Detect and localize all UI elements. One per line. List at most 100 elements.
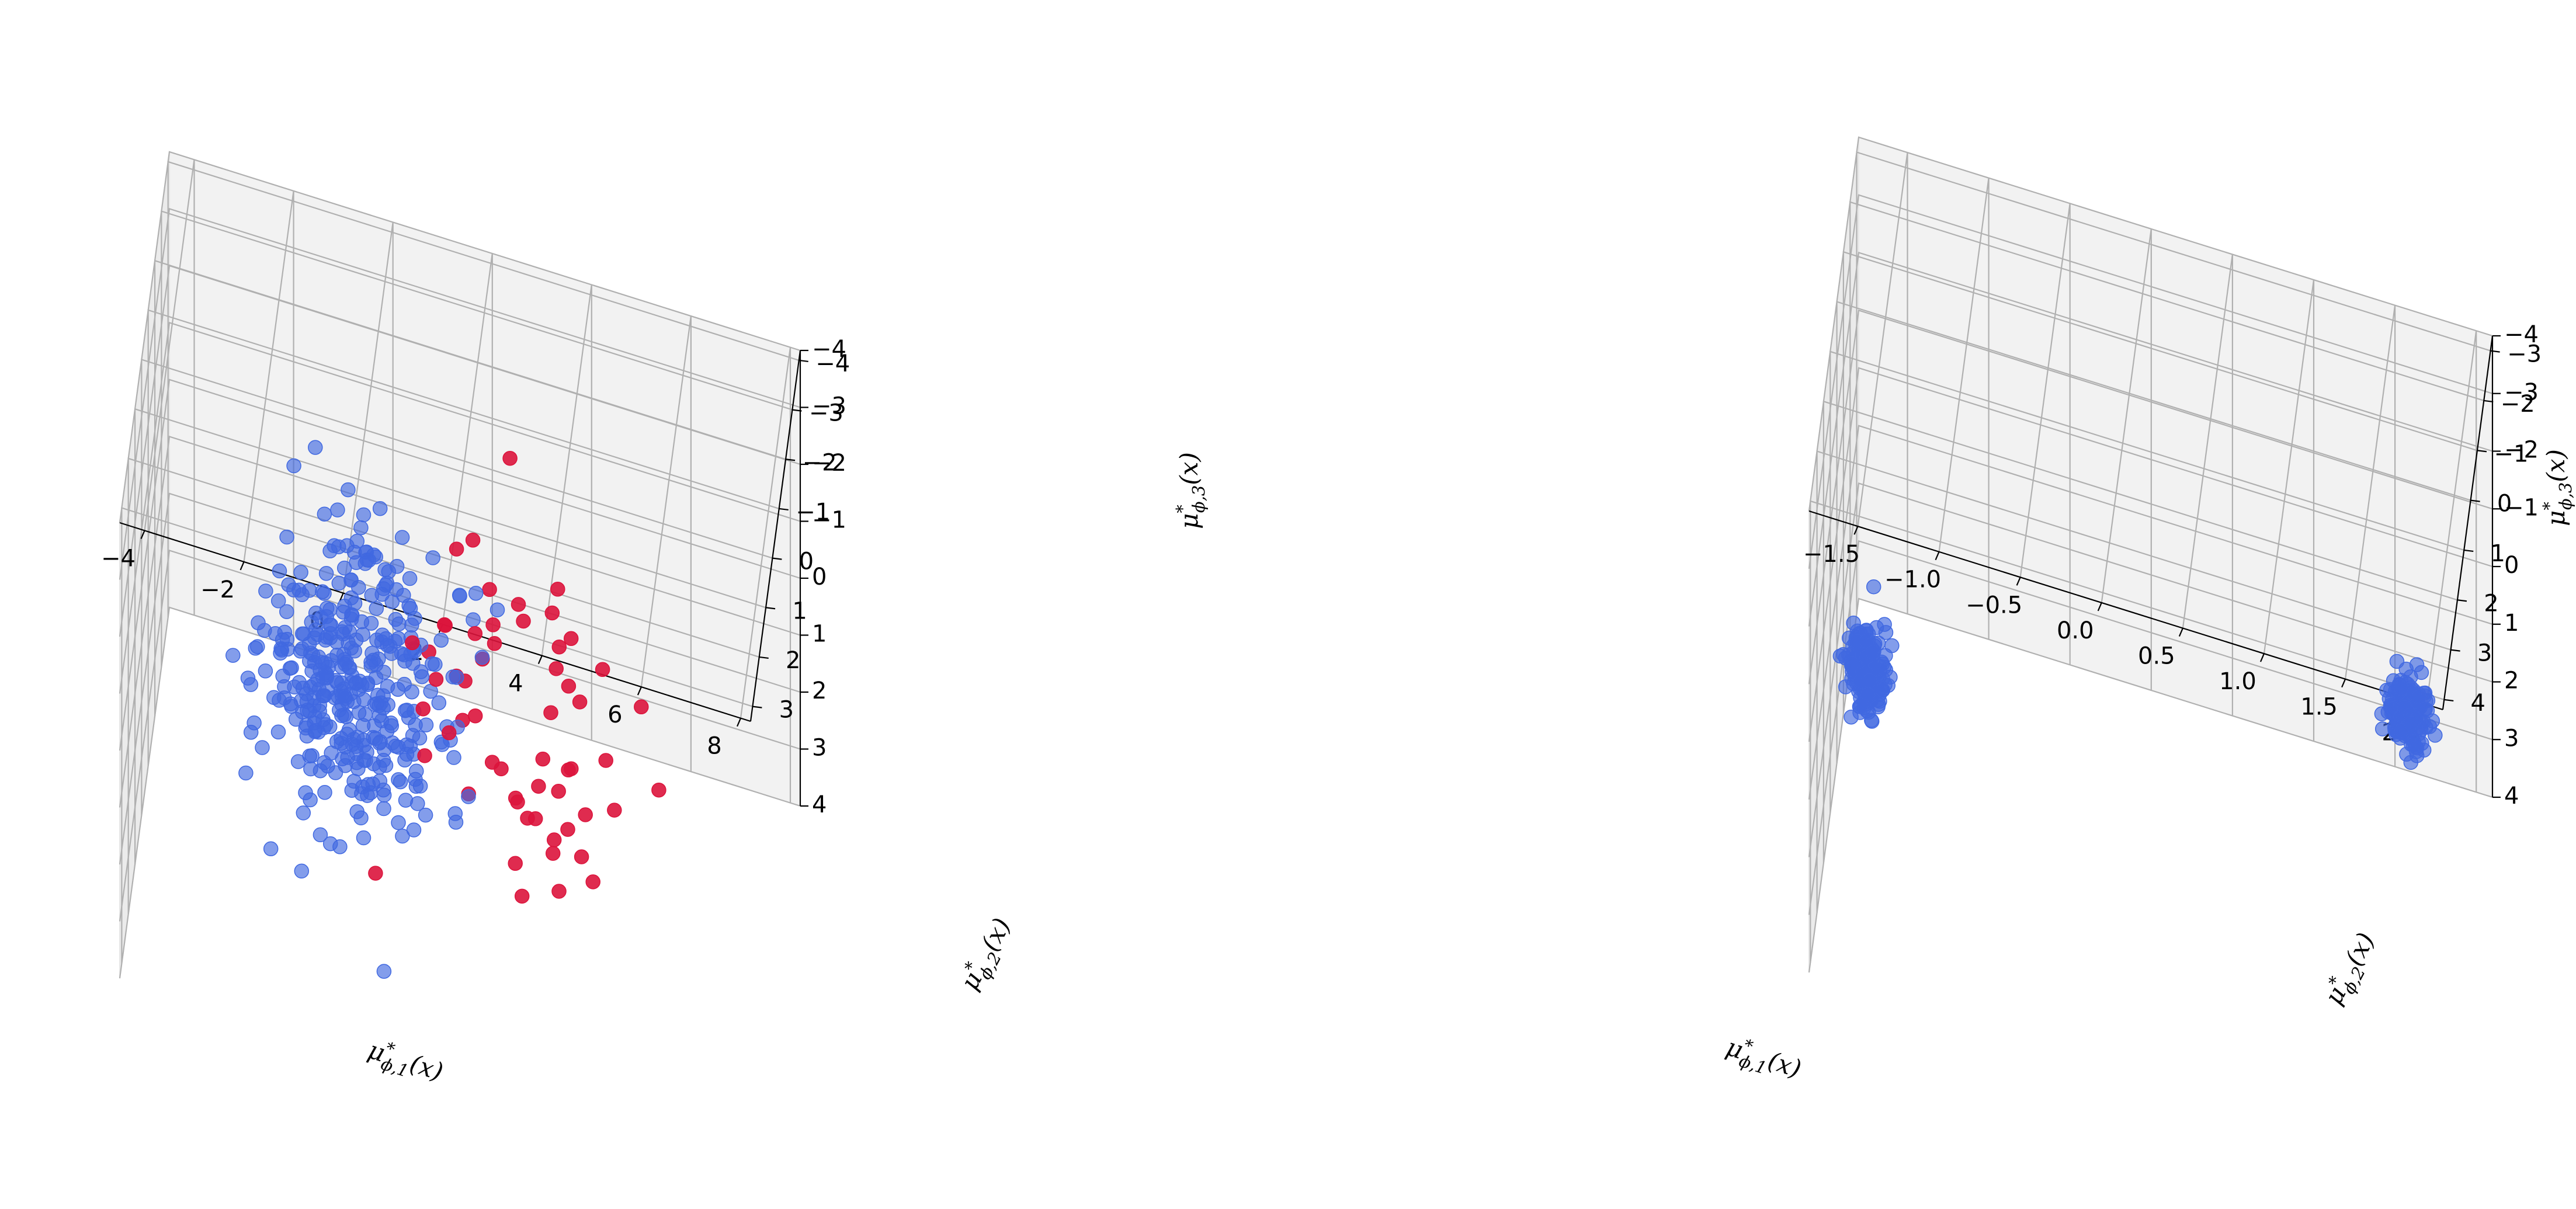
z-tick-label: 1 [2504,610,2519,637]
y-tick-mark [2464,549,2474,553]
data-point [417,748,432,763]
y-tick-label: 0 [799,548,814,575]
z-tick-label: −3 [2504,379,2539,406]
data-point [402,571,418,586]
data-point [327,538,342,554]
data-point [303,679,318,695]
x-tick-label: 1.0 [2219,668,2256,695]
data-point [561,679,577,694]
data-point [2394,681,2409,696]
data-point [431,695,447,711]
data-point [2411,689,2426,704]
y-tick-label: −3 [2507,341,2542,368]
data-point [418,717,434,732]
data-point [595,662,610,678]
data-point [376,801,391,817]
x-axis-label: μ*ϕ,1(x) [363,1033,447,1092]
grid-line-z [1808,540,2493,915]
x-tick-mark [239,561,245,571]
x-tick-label: 4 [508,670,523,697]
data-point [384,735,400,751]
data-point [225,648,241,663]
y-tick-mark [2470,499,2480,502]
data-point [527,811,543,826]
y-tick-mark [772,557,782,560]
y-tick-label: 1 [792,597,807,624]
data-point [280,641,295,657]
data-point [502,450,518,466]
z-tick-label: −2 [2504,437,2539,464]
data-point [535,751,551,767]
y-axis-line [2442,335,2494,710]
data-point [508,790,523,806]
data-point [2417,701,2432,717]
z-tick-label: −2 [812,450,846,477]
data-point [404,684,419,700]
grid-line-z [1808,309,2493,685]
data-point [349,533,365,549]
grid-line-z [1808,252,2493,627]
y-tick-mark [2457,599,2467,602]
data-point [651,782,666,798]
data-point [544,605,560,621]
y-tick-label: 2 [2484,590,2498,617]
x-tick-label: −2 [200,576,235,603]
data-point [317,785,332,800]
y-tick-mark [799,359,808,363]
x-tick-mark [2097,602,2102,612]
data-point [315,584,330,599]
tick-labels: −1.5−1.0−0.50.00.51.01.52.0−3−2−101234−4… [1803,321,2542,810]
data-point [330,502,345,517]
z-tick-label: −1 [812,507,846,534]
data-point [2389,654,2405,669]
grid-line-z [119,208,801,580]
data-point [356,830,372,846]
data-point [240,670,256,686]
z-tick-label: −3 [812,393,846,420]
data-point [485,617,501,633]
grid-line-z [119,265,801,637]
data-point [270,593,286,609]
x-tick-mark [637,686,642,696]
data-point [341,482,356,498]
data-point [290,754,306,769]
data-point [1862,673,1877,689]
grid-line-z [119,322,801,694]
data-point [287,679,302,695]
grid-line-z [1808,425,2493,800]
data-point [358,544,373,560]
data-point [406,822,422,838]
data-point [482,582,497,597]
data-point [441,725,457,741]
data-point [410,796,425,811]
data-point [384,594,400,609]
y-tick-mark [792,409,802,412]
x-tick-label: −1.5 [1803,541,1860,568]
y-tick-label: −1 [2494,440,2528,467]
x-tick-mark [339,593,344,602]
data-point [298,720,314,736]
right-3d-scatter-plot: −1.5−1.0−0.50.00.51.01.52.0−3−2−101234−4… [1721,136,2575,1089]
data-point [1884,638,1900,654]
data-point [272,563,287,579]
data-point [438,618,453,633]
data-point [317,655,333,671]
y-tick-label: −2 [803,449,837,476]
data-point [343,612,359,627]
z-tick-label: 4 [812,791,827,818]
data-point [428,656,443,672]
data-point [387,634,403,649]
y-tick-label: −2 [2501,391,2535,418]
data-point [2422,719,2438,734]
grid-line-z [1808,482,2493,857]
x-axis-label: μ*ϕ,1(x) [1721,1030,1806,1089]
data-point [394,646,409,662]
y-tick-mark [2477,450,2487,453]
data-point [607,802,622,818]
data-point [2404,715,2419,731]
data-point [372,501,388,516]
grid-line-z [1808,194,2493,569]
y-tick-mark [2484,399,2494,403]
data-point [401,710,416,725]
grid-line-z [119,606,801,979]
